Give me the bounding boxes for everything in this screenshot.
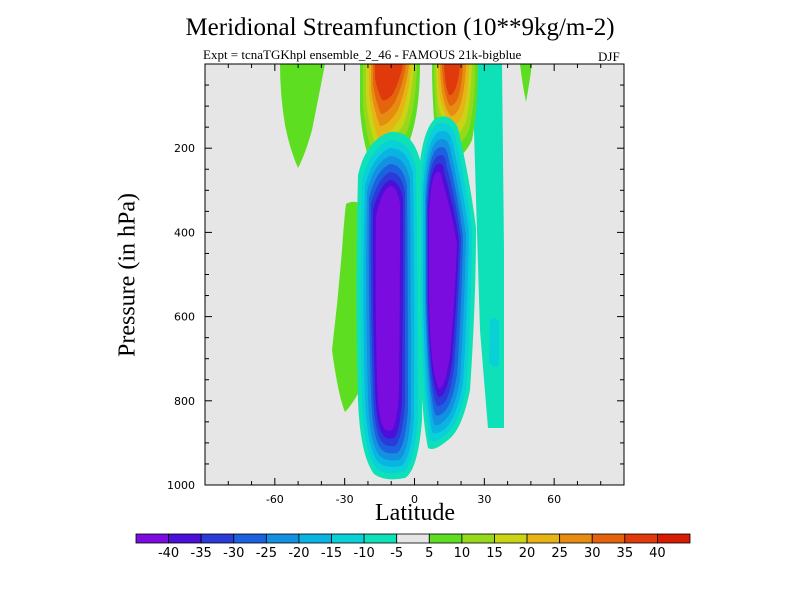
colorbar-label: -15 <box>321 546 342 561</box>
colorbar-swatch <box>657 533 691 544</box>
x-axis-label: Latitude <box>375 500 455 526</box>
axis-ticks <box>205 64 624 485</box>
y-tick-label: 200 <box>174 142 195 155</box>
colorbar-swatch <box>265 533 300 544</box>
colorbar-label: -40 <box>158 546 179 561</box>
colorbar-label: 5 <box>425 546 433 561</box>
colorbar-label: 10 <box>454 546 471 561</box>
x-tick-label: 60 <box>547 493 561 506</box>
negative-core-nh-subtropics <box>489 317 499 367</box>
y-tick-label: 1000 <box>167 479 195 492</box>
colorbar-swatch <box>591 533 626 544</box>
colorbar-swatch <box>461 533 495 544</box>
colorbar-label: 30 <box>584 546 601 561</box>
y-tick-label: 800 <box>174 395 195 408</box>
colorbar-swatch <box>135 533 169 544</box>
colorbar-swatch <box>331 533 365 544</box>
colorbar-label: -5 <box>390 546 403 561</box>
colorbar-swatch <box>428 533 463 544</box>
colorbar-label: -10 <box>354 546 375 561</box>
colorbar-label: -35 <box>191 546 212 561</box>
colorbar-swatch <box>494 533 528 544</box>
colorbar-label: 20 <box>519 546 536 561</box>
colorbar-swatch <box>363 533 398 544</box>
colorbar-swatch <box>396 533 430 544</box>
colorbar-label: 35 <box>617 546 634 561</box>
chart-subtitle: Expt = tcnaTGKhpl ensemble_2_46 - FAMOUS… <box>203 47 522 62</box>
colorbar-swatch <box>559 533 593 544</box>
axis-tick-labels: -60 -30 0 30 60 200 400 600 800 1000 <box>167 142 561 506</box>
colorbar-label: 15 <box>486 546 503 561</box>
y-tick-label: 600 <box>174 311 195 324</box>
colorbar-swatch <box>526 533 561 544</box>
positive-sliver-nh <box>520 64 532 102</box>
x-tick-label: 30 <box>477 493 491 506</box>
colorbar-swatch <box>233 533 267 544</box>
colorbar-label: 25 <box>551 546 568 561</box>
colorbar-label: -30 <box>223 546 244 561</box>
negative-cell-north <box>418 116 476 449</box>
colorbar-swatch <box>624 533 658 544</box>
colorbar-swatch <box>200 533 235 544</box>
colorbar-label: -20 <box>288 546 309 561</box>
colorbar: -40 -35 -30 -25 -20 -15 -10 -5 5 10 15 20 25 30 35 40 <box>135 533 691 561</box>
positive-band-sh-subtropics <box>332 201 360 412</box>
colorbar-swatch <box>168 533 202 544</box>
negative-cell-south <box>356 131 422 480</box>
chart-title: Meridional Streamfunction (10**9kg/m-2) <box>185 14 615 41</box>
contour-fills <box>280 64 532 480</box>
positive-band-sh-midlat <box>280 64 325 168</box>
season-label: DJF <box>598 49 620 64</box>
x-tick-label: 0 <box>411 493 418 506</box>
x-tick-label: -60 <box>266 493 284 506</box>
x-tick-label: -30 <box>336 493 354 506</box>
colorbar-label: -25 <box>256 546 277 561</box>
colorbar-swatch <box>298 533 332 544</box>
colorbar-label: 40 <box>649 546 666 561</box>
y-tick-label: 400 <box>174 226 195 239</box>
